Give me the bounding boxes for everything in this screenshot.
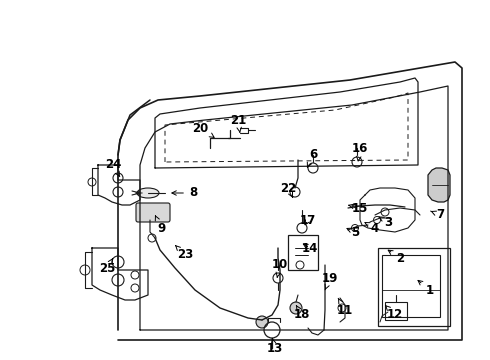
Bar [288,235,318,270]
Text: 1: 1 [418,280,434,297]
Text: 13: 13 [267,339,283,355]
Text: 17: 17 [300,213,316,226]
Text: 2: 2 [388,250,404,265]
Text: 24: 24 [105,158,121,177]
FancyBboxPatch shape [136,203,170,222]
Text: 7: 7 [431,208,444,221]
Bar [385,302,407,320]
Text: 14: 14 [302,242,318,255]
Text: 21: 21 [230,113,246,132]
Text: 11: 11 [337,298,353,316]
Text: 22: 22 [280,181,296,197]
Text: 12: 12 [386,306,403,321]
Bar [382,255,440,317]
Bar [378,248,450,326]
Text: 10: 10 [272,258,288,277]
Text: 4: 4 [365,221,379,234]
Circle shape [256,316,268,328]
Text: 19: 19 [322,271,338,290]
Text: 9: 9 [155,216,165,234]
Text: 18: 18 [294,306,310,321]
Text: 8: 8 [172,186,197,199]
Text: 15: 15 [349,202,368,215]
Text: 5: 5 [347,225,359,238]
Text: 25: 25 [99,258,115,274]
Text: 23: 23 [175,246,193,261]
Ellipse shape [137,188,159,198]
Text: 3: 3 [379,216,392,229]
Polygon shape [428,168,450,202]
Text: 6: 6 [307,148,317,167]
Text: 20: 20 [192,122,214,138]
Text: 16: 16 [352,141,368,161]
Circle shape [290,302,302,314]
